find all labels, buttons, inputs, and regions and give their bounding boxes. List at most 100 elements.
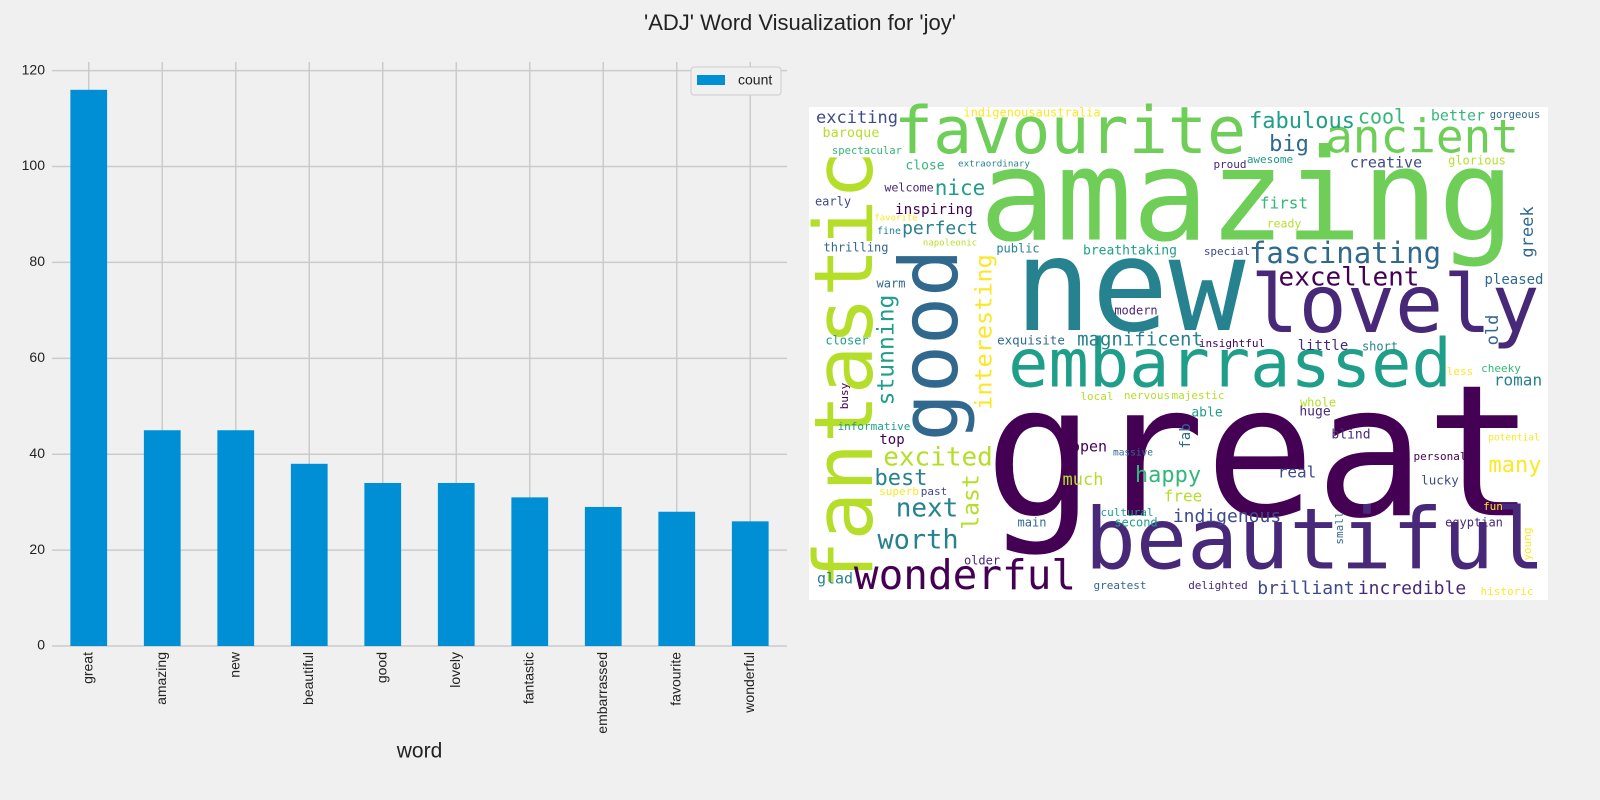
x-tick-label: good [373,652,389,683]
word: busy [838,382,851,409]
bar [437,482,475,646]
word: interesting [970,254,998,410]
word: older [964,554,1000,568]
word: fantastic [798,151,892,590]
x-tick-label: lovely [447,652,463,688]
word: ancient [1325,110,1519,164]
word: young [1521,527,1534,560]
x-tick-label: new [226,651,242,678]
word: second [1114,516,1157,530]
word: embarrassed [1008,325,1452,403]
word: brilliant [1257,578,1355,599]
word: wonderful [854,551,1076,599]
bar [70,89,108,647]
word: close [905,159,944,174]
word: better [1431,107,1485,125]
legend-swatch [697,75,725,85]
word: inspiring [895,202,973,218]
bar [584,506,622,646]
word: awesome [1247,153,1293,166]
word: extraordinary [958,159,1030,170]
word: delighted [1188,579,1248,592]
word: indigenous [1173,506,1281,527]
word: able [1191,406,1222,421]
word: old [1483,315,1503,346]
word: cool [1358,105,1406,129]
word: worth [877,525,958,556]
word: favorite [874,214,917,224]
word: small [1333,511,1346,544]
word: incredible [1358,578,1466,599]
word: massive [1113,448,1153,459]
word: insightful [1199,337,1265,350]
word: roman [1494,371,1542,390]
word: public [996,242,1039,256]
word-cloud-background [809,107,1548,600]
word: glad [817,570,853,588]
word: personal [1414,450,1467,463]
word: nice [935,176,986,200]
x-axis-label: word [396,740,443,763]
bar [658,511,696,646]
word: greek [1518,206,1538,257]
word: special [1204,245,1250,258]
word: napoleonic [923,239,977,249]
word: potential [1488,433,1539,444]
y-tick-label: 100 [22,157,46,173]
word: favourite [894,94,1246,169]
word: good [883,249,976,442]
word: top [879,432,904,448]
y-tick-label: 40 [29,445,45,461]
word: blind [1331,428,1370,443]
legend-box [690,66,782,96]
word: lucky [1421,473,1459,488]
word: cheeky [1481,362,1521,375]
word: warm [877,277,906,291]
word: amazing [979,122,1514,270]
y-tick-label: 80 [29,253,45,269]
word: main [1018,516,1047,530]
word: closer [825,334,868,348]
word: fascinating [1249,236,1441,270]
word: historic [1481,585,1534,598]
word: great [985,346,1536,559]
word: huge [1299,405,1330,420]
bar [290,463,328,646]
word: exquisite [997,333,1065,348]
word: last [959,474,985,529]
word: big [1269,132,1309,157]
bar [217,430,255,646]
word: magnificent [1077,329,1203,351]
word: much [1063,470,1104,490]
word: new [1014,212,1246,361]
word: real [1278,463,1317,482]
x-tick-label: favourite [667,652,683,706]
word: glorious [1448,154,1506,168]
word: first [1260,194,1308,213]
word: local [1080,390,1113,403]
word: pleased [1484,272,1543,288]
bar [364,482,402,646]
bar [143,430,181,646]
x-tick-label: wonderful [741,652,757,714]
word: many [1489,453,1542,478]
word: superb [879,485,919,498]
word: lovely [1251,258,1540,351]
word: fabulous [1249,109,1355,134]
y-tick-label: 20 [29,541,45,557]
word: little [1298,338,1349,354]
word: perfect [902,218,978,239]
y-tick-label: 60 [29,349,45,365]
word: excited [883,443,993,473]
y-tick-label: 120 [22,61,46,77]
x-tick-label: amazing [153,652,169,705]
word: cultural [1101,506,1154,519]
word: whole [1300,396,1336,410]
word: stunning [874,295,900,406]
word: fun [1483,500,1503,513]
word: short [1362,340,1398,354]
bar-chart: 0 20 40 60 80 100 120 great amazing new beautiful g… [22,61,787,763]
bar [511,497,549,646]
